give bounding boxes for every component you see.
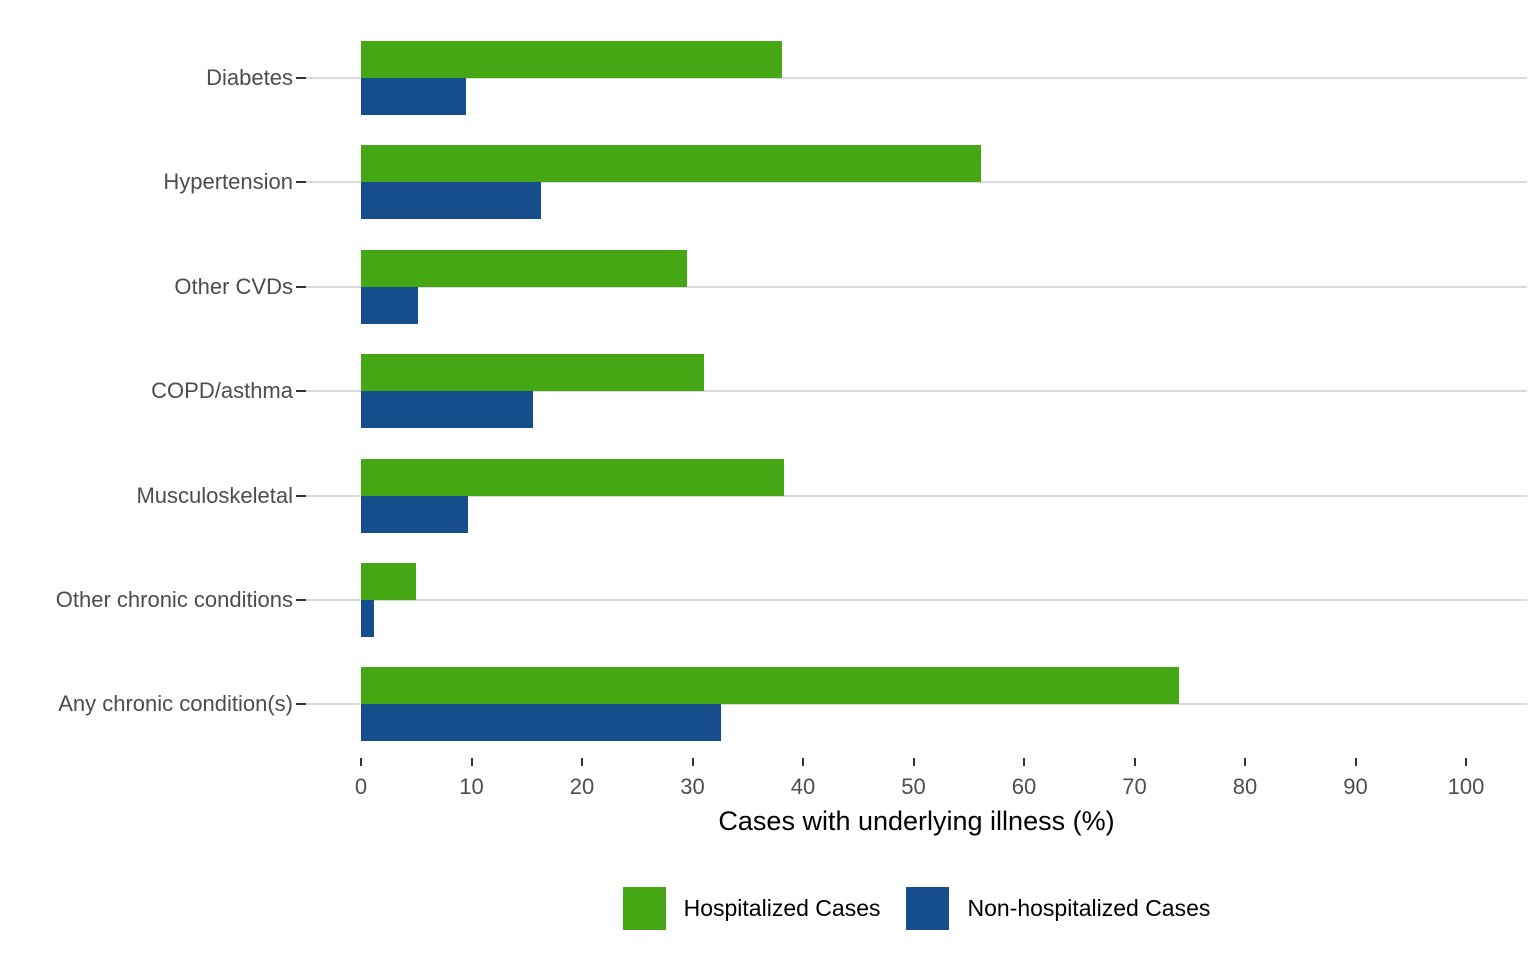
- x-axis-tick: [912, 758, 915, 766]
- y-axis-label: Any chronic condition(s): [58, 691, 293, 717]
- bar: [361, 600, 375, 637]
- bar: [361, 354, 704, 392]
- y-axis-tick: [296, 77, 306, 79]
- x-axis-tick: [691, 758, 694, 766]
- bar: [361, 41, 782, 78]
- x-axis-tick: [1244, 758, 1246, 766]
- gridline: [306, 494, 1527, 497]
- bar: [361, 704, 722, 742]
- x-tick-label: 20: [569, 774, 595, 799]
- x-axis-tick: [1354, 758, 1357, 766]
- bar: [361, 495, 469, 533]
- x-tick-label: 90: [1343, 774, 1368, 799]
- x-tick-label: 60: [1011, 774, 1037, 799]
- bar: [361, 458, 785, 496]
- x-tick-label: 100: [1447, 774, 1485, 799]
- bar: [361, 249, 687, 287]
- x-axis-tick: [1465, 758, 1467, 766]
- y-axis-tick: [296, 599, 306, 601]
- gridline: [306, 703, 1527, 706]
- legend-label: Hospitalized Cases: [683, 895, 881, 921]
- gridline: [306, 599, 1527, 601]
- x-tick-label: 10: [459, 774, 484, 799]
- gridline: [306, 390, 1527, 393]
- bar: [361, 145, 981, 183]
- bar: [361, 563, 417, 600]
- y-axis-tick: [296, 703, 306, 706]
- x-tick-label: 80: [1232, 774, 1258, 799]
- gridline: [306, 77, 1527, 79]
- legend-item: Non-hospitalized Cases: [906, 887, 1210, 930]
- gridline: [306, 285, 1527, 288]
- x-tick-label: 50: [901, 774, 926, 799]
- x-axis-tick: [802, 758, 804, 766]
- x-tick-label: 0: [354, 774, 368, 799]
- legend-swatch: [622, 887, 666, 930]
- legend-label: Non-hospitalized Cases: [967, 895, 1211, 921]
- x-tick-label: 40: [790, 774, 816, 799]
- x-tick-label: 30: [680, 774, 705, 799]
- y-axis-tick: [296, 285, 306, 288]
- bar: [361, 182, 542, 220]
- legend-swatch: [906, 887, 950, 930]
- bar: [361, 391, 534, 429]
- y-axis-label: Musculoskeletal: [136, 482, 293, 508]
- gridline: [306, 181, 1527, 184]
- legend-item: Hospitalized Cases: [622, 887, 881, 930]
- x-axis-tick: [1023, 758, 1025, 766]
- y-axis-label: Other CVDs: [174, 273, 293, 299]
- x-axis-tick: [1133, 758, 1136, 766]
- x-axis-tick: [581, 758, 583, 766]
- x-tick-label: 70: [1122, 774, 1147, 799]
- bar: [361, 78, 466, 115]
- y-axis-label: Hypertension: [163, 169, 293, 195]
- bar: [361, 286, 419, 324]
- y-axis-label: Diabetes: [206, 65, 293, 90]
- y-axis-tick: [296, 494, 306, 497]
- x-axis-title: Cases with underlying illness (%): [718, 806, 1115, 836]
- legend: Hospitalized Cases Non-hospitalized Cases: [306, 887, 1527, 930]
- x-axis-tick: [470, 758, 473, 766]
- y-axis-label: Other chronic conditions: [55, 587, 293, 612]
- x-axis-tick: [360, 758, 362, 766]
- y-axis-label: COPD/asthma: [151, 378, 293, 404]
- bar: [361, 667, 1179, 705]
- y-axis-tick: [296, 181, 306, 184]
- y-axis-tick: [296, 390, 306, 393]
